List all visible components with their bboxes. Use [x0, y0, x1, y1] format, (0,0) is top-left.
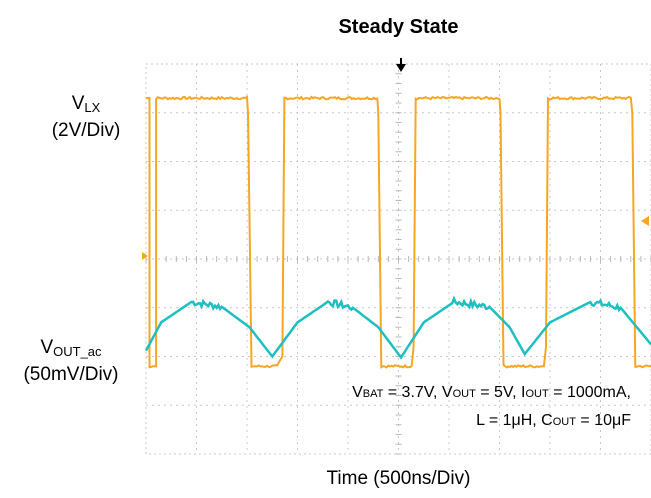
ch1-scale: (2V/Div) — [51, 120, 121, 141]
ch1-sub: LX — [84, 100, 101, 115]
chart-title: Steady State — [338, 16, 459, 38]
trigger-level-marker-icon — [641, 216, 649, 226]
vout-trace — [144, 295, 651, 360]
ch2-scale: (50mV/Div) — [23, 364, 119, 385]
ch2-label: VOUT_ac (50mV/Div) — [0, 336, 142, 386]
ch2-sub: OUT_ac — [53, 344, 102, 359]
graticule — [145, 63, 651, 455]
ch2-name: V — [40, 337, 54, 358]
ch1-label: VLX (2V/Div) — [30, 92, 142, 142]
vlx-trace — [145, 95, 651, 369]
x-axis-label: Time (500ns/Div) — [326, 468, 471, 489]
trigger-marker-icon — [396, 58, 406, 72]
ch1-ground-marker-icon — [142, 252, 148, 260]
test-conditions-line-1: VBAT = 3.7V, VOUT = 5V, IOUT = 1000mA, — [352, 384, 631, 401]
test-conditions-line-2: L = 1μH, COUT = 10μF — [476, 412, 631, 429]
ch1-name: V — [71, 93, 85, 114]
